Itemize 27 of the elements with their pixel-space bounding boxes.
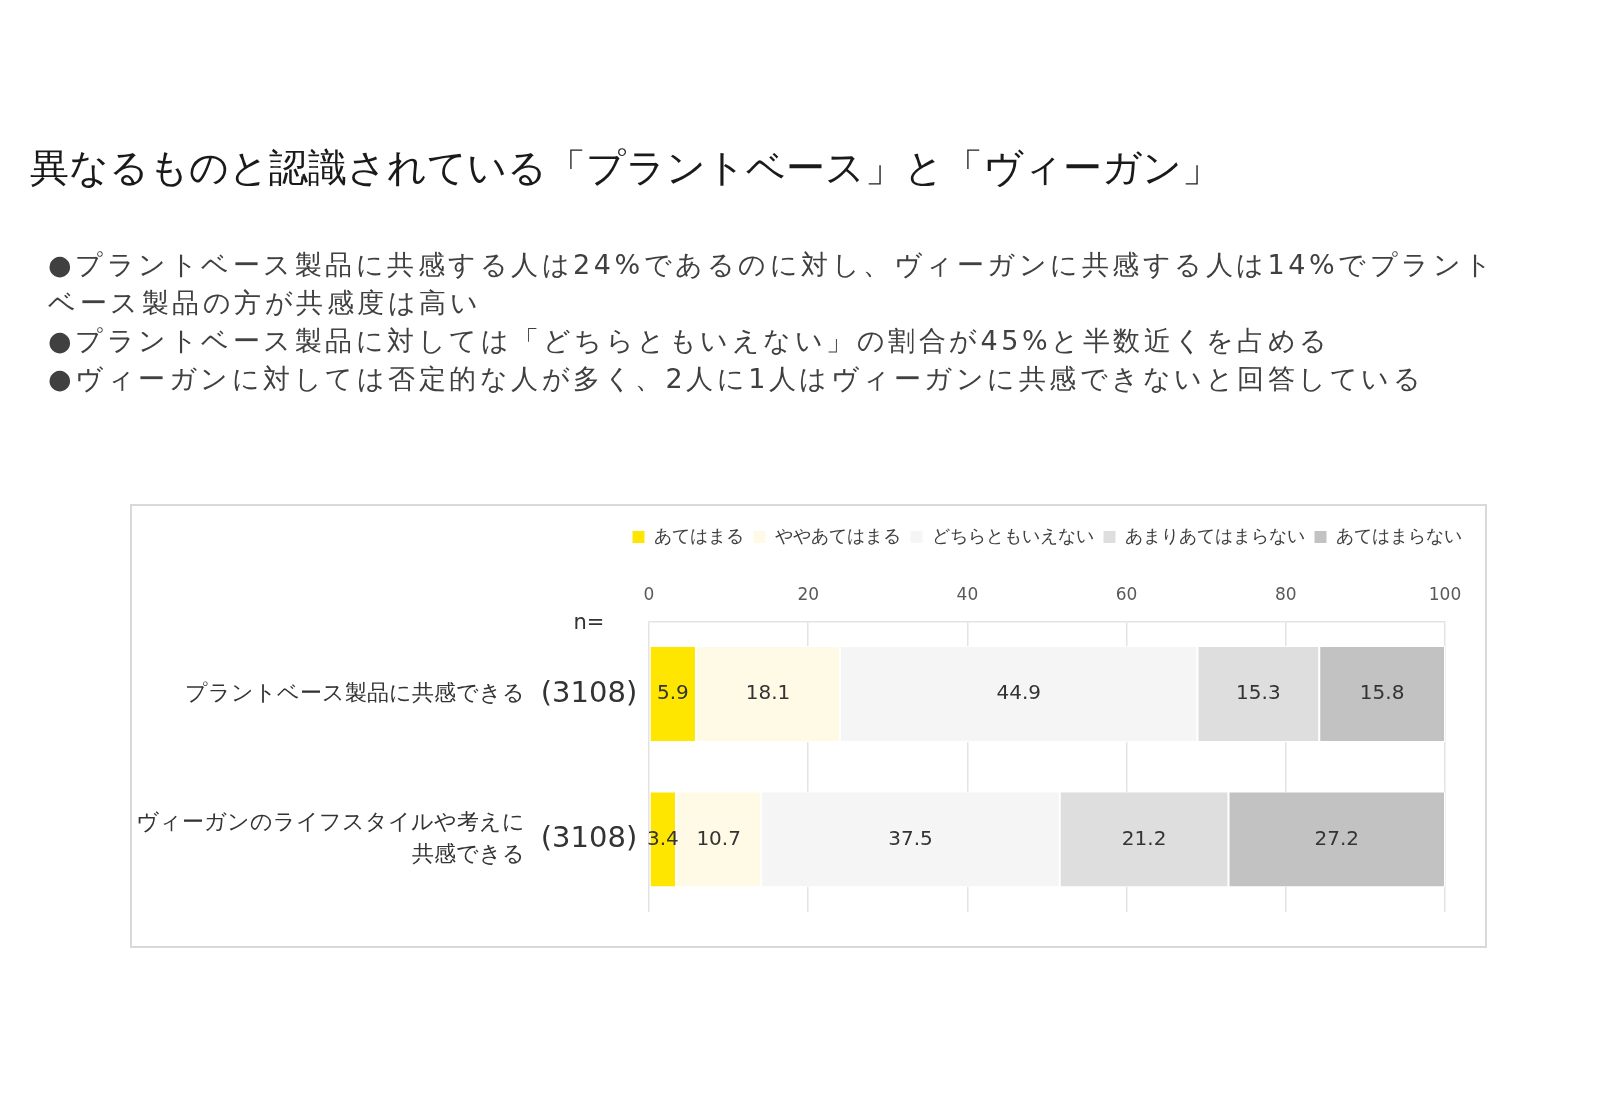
x-tick-label: 0: [643, 583, 655, 604]
x-tick-label: 20: [797, 583, 820, 604]
data-label: 27.2: [1314, 825, 1360, 850]
data-label: 18.1: [745, 680, 791, 705]
legend-label: ややあてはまる: [774, 524, 901, 546]
data-label: 44.9: [996, 680, 1042, 705]
data-label: 15.3: [1236, 680, 1281, 705]
legend-label: あまりあてはまらない: [1124, 524, 1305, 546]
data-label: 5.9: [656, 680, 689, 705]
chart-subtitle: ●プラントベース製品に共感する人は24%であるのに対し、ヴィーガンに共感する人は14%でプラントベース製品の方が共感度は高い ●プラントベース製品に対しては「どちらともいえない」の割合が45%と半数近くを占める ●ヴィーガンに対しては否定的な人が多く、2人に1人はヴィーガンに共感できないと回答している: [48, 248, 1497, 396]
text: (3108): [540, 674, 638, 709]
x-tick-label: 60: [1115, 583, 1138, 604]
legend-label: あてはまる: [653, 524, 744, 546]
data-label: 37.5: [888, 825, 933, 850]
y-tick-label: プラントベース製品に共感できる: [185, 679, 525, 705]
data-label: 10.7: [696, 825, 741, 850]
legend-label: どちらともいえない: [931, 524, 1094, 546]
x-tick-label: 100: [1428, 583, 1462, 604]
legend-label: あてはまらない: [1335, 524, 1462, 546]
x-tick-label: 80: [1274, 583, 1297, 604]
chart-title: 異なるものと認識されている「プラントベース」と「ヴィーガン」: [30, 144, 1221, 192]
text: n=: [573, 609, 605, 634]
data-label: 21.2: [1121, 825, 1167, 850]
data-label: 15.8: [1359, 680, 1405, 705]
y-tick-label: ヴィーガンのライフスタイルや考えに共感できる: [136, 809, 525, 867]
x-tick-label: 40: [956, 583, 979, 604]
text: (3108): [540, 819, 638, 854]
